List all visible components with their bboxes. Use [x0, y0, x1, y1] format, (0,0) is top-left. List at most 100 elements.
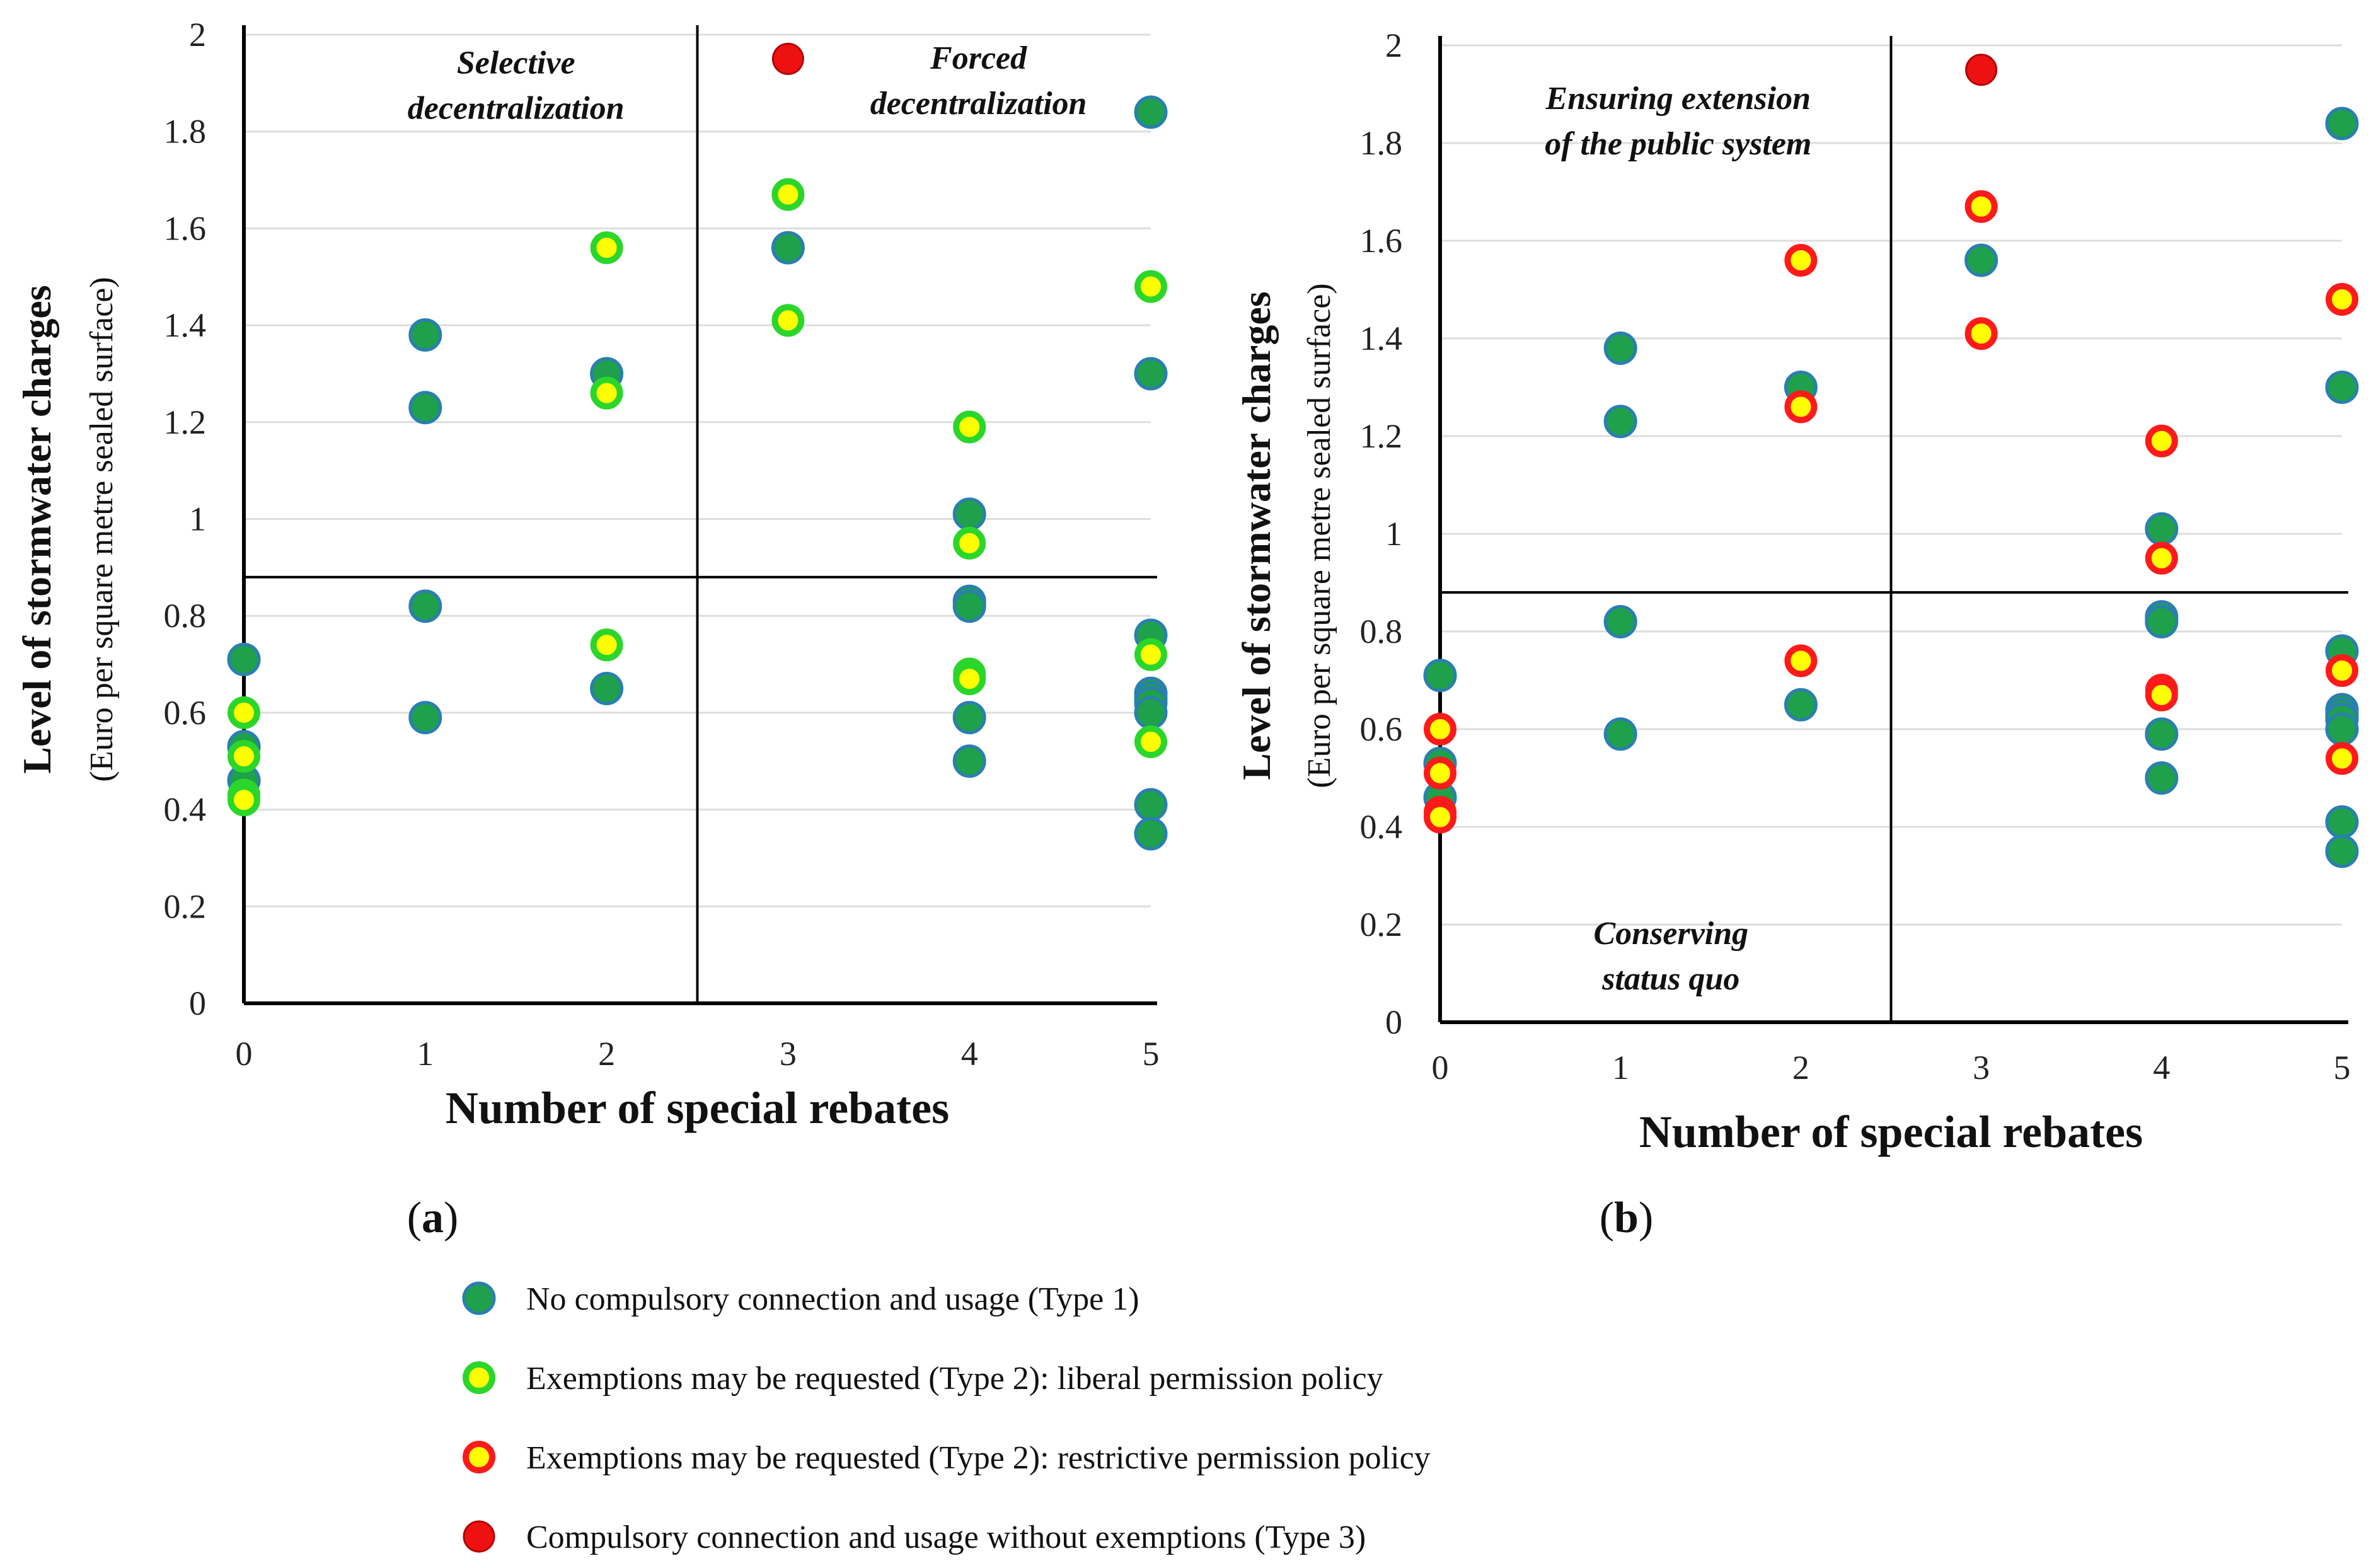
y-tick-label: 1.6	[1360, 222, 1403, 260]
quadrant-label: Selective decentralization	[408, 45, 625, 126]
chart-panel-b: 0 0.2 0.4 0.6 0.8 1 1.2 1.4 1.6 1.8 2 0 1 2 3 4 5 Ensurin…	[1234, 26, 2359, 1242]
data-point-restrictive	[2326, 654, 2358, 687]
x-axis-title: Number of special rebates	[1639, 1107, 2143, 1157]
legend-marker-type1	[462, 1281, 496, 1315]
data-point-type1	[1784, 688, 1818, 722]
y-tick-label: 1.4	[164, 306, 207, 344]
data-point-restrictive	[1964, 190, 1998, 223]
data-point-liberal	[590, 376, 623, 410]
data-point-restrictive	[1424, 756, 1456, 790]
data-point-type1	[2145, 717, 2179, 751]
data-point-type1	[771, 231, 805, 265]
data-point-liberal	[953, 662, 986, 696]
data-point-type1	[952, 497, 986, 531]
data-point-type1	[2145, 605, 2179, 638]
data-point-type3	[1965, 54, 1998, 86]
y-tick-label: 0.8	[1360, 613, 1403, 650]
data-point-restrictive	[1784, 644, 1818, 677]
y-tick-label: 1.4	[1360, 320, 1403, 357]
y-tick-label: 2	[189, 16, 206, 54]
data-point-type1	[1603, 605, 1637, 638]
data-point-type1	[408, 391, 442, 425]
y-tick-label: 0.6	[164, 694, 207, 732]
data-point-liberal	[1134, 725, 1167, 759]
data-point-liberal	[1134, 638, 1167, 671]
y-axis-title: Level of stormwater charges	[14, 285, 59, 773]
x-tick-label: 4	[2153, 1049, 2170, 1087]
y-tick-label: 1.8	[1360, 124, 1403, 162]
legend-label: Compulsory connection and usage without …	[526, 1519, 1366, 1555]
quadrant-label: Conserving status quo	[1594, 916, 1749, 997]
data-point-restrictive	[1784, 390, 1818, 424]
data-point-restrictive	[2145, 678, 2178, 712]
x-tick-label: 3	[780, 1035, 797, 1073]
quadrant-label: Ensuring extension of the public system	[1545, 81, 1811, 162]
data-point-type1	[1134, 95, 1168, 129]
x-tick-label: 3	[1973, 1049, 1990, 1087]
data-point-liberal	[228, 783, 260, 817]
panel-label: (a)	[407, 1194, 459, 1242]
y-tick-label: 2	[1385, 26, 1402, 64]
data-point-liberal	[228, 696, 260, 729]
data-point-type1	[408, 318, 442, 352]
y-axis-title: Level of stormwater charges	[1234, 291, 1279, 780]
x-tick-label: 5	[2334, 1049, 2351, 1087]
x-tick-label: 1	[417, 1035, 434, 1073]
data-point-type1	[2325, 371, 2359, 404]
y-tick-label: 0.4	[164, 791, 207, 829]
y-tick-label: 1.8	[164, 113, 207, 151]
data-point-type1	[1964, 243, 1998, 277]
data-point-type1	[408, 701, 442, 735]
data-point-liberal	[953, 526, 986, 560]
data-point-liberal	[771, 178, 805, 211]
data-point-type1	[1603, 405, 1637, 439]
legend-marker-type3	[463, 1520, 495, 1553]
data-point-type1	[1134, 696, 1168, 730]
data-point-restrictive	[2326, 742, 2358, 775]
data-point-type1	[1134, 357, 1168, 391]
y-tick-label: 0.2	[164, 887, 207, 925]
data-point-liberal	[590, 628, 623, 662]
data-point-type1	[1423, 659, 1457, 693]
y-tick-label: 0	[1385, 1003, 1402, 1041]
legend-label: Exemptions may be requested (Type 2): re…	[526, 1440, 1431, 1476]
x-tick-label: 5	[1143, 1035, 1160, 1073]
data-point-liberal	[771, 304, 805, 337]
data-point-restrictive	[1784, 244, 1818, 277]
y-tick-label: 1.2	[164, 403, 207, 441]
y-tick-label: 1.6	[164, 209, 207, 247]
y-tick-label: 0	[189, 984, 206, 1022]
legend-label: Exemptions may be requested (Type 2): li…	[526, 1361, 1383, 1397]
data-point-liberal	[590, 231, 623, 265]
data-point-type1	[227, 642, 261, 676]
y-tick-label: 0.6	[1360, 710, 1403, 748]
data-point-type1	[1603, 717, 1637, 751]
data-point-type1	[952, 589, 986, 623]
y-tick-label: 1	[1385, 515, 1402, 553]
data-point-type1	[2325, 805, 2359, 839]
y-axis-subtitle: (Euro per square metre sealed surface)	[1301, 283, 1337, 788]
data-point-type1	[1603, 331, 1637, 365]
x-tick-label: 1	[1612, 1049, 1629, 1087]
y-tick-label: 1	[189, 500, 206, 538]
data-point-restrictive	[1964, 317, 1998, 350]
data-point-type1	[1134, 817, 1168, 851]
data-point-type1	[2145, 761, 2179, 795]
legend-marker-liberal	[463, 1361, 495, 1394]
quadrant-label: Forced decentralization	[870, 40, 1087, 122]
data-point-type3	[771, 42, 804, 75]
x-tick-label: 2	[598, 1035, 615, 1073]
x-axis-title: Number of special rebates	[446, 1083, 949, 1133]
data-point-restrictive	[2326, 283, 2358, 316]
x-tick-label: 0	[236, 1035, 253, 1073]
y-tick-label: 1.2	[1360, 417, 1403, 455]
y-axis-subtitle: (Euro per square metre sealed surface)	[84, 277, 120, 781]
legend-label: No compulsory connection and usage (Type…	[526, 1281, 1139, 1317]
data-point-type1	[2325, 834, 2359, 868]
data-point-type1	[2145, 512, 2179, 546]
data-point-type1	[1134, 788, 1168, 822]
data-point-type1	[590, 671, 624, 705]
data-point-restrictive	[2145, 541, 2178, 575]
data-point-type1	[408, 589, 442, 623]
